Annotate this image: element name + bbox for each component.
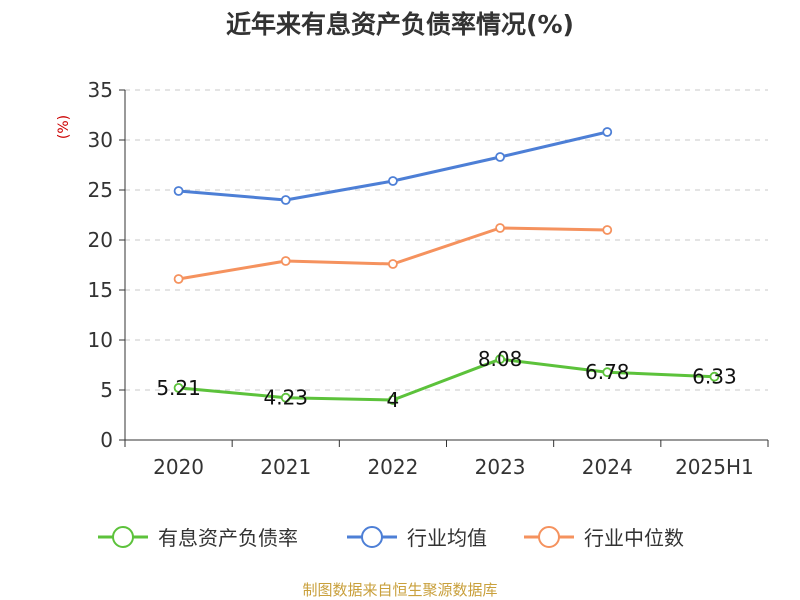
y-axis-unit: (%) [56,115,72,139]
y-tick-label-15: 15 [88,278,113,302]
y-tick-label-0: 0 [100,428,113,452]
data-label-0-1: 4.23 [263,386,308,410]
data-point-1-0 [173,186,184,196]
data-point-1-4 [602,127,613,137]
data-label-0-2: 4 [387,388,400,412]
data-point-1-2 [388,176,398,186]
data-point-2-4 [602,225,613,235]
y-tick-label-10: 10 [88,328,113,352]
data-point-0-4 [602,367,613,378]
x-tick-label-2020: 2020 [153,455,204,479]
series-line-0 [178,357,715,402]
grid-lines [125,89,768,391]
legend: 有息资产负债率 行业均值 行业中位数 [98,526,684,550]
y-tick-label-20: 20 [88,228,113,252]
series-line-2 [178,226,608,281]
x-tick-label-2022: 2022 [367,455,418,479]
data-point-2-1 [280,256,291,266]
y-tick-label-35: 35 [88,78,113,102]
data-label-0-0: 5.21 [156,376,201,400]
data-label-0-5: 6.33 [692,365,737,389]
legend-marker-1 [361,526,383,548]
x-tick-label-2021: 2021 [260,455,311,479]
data-point-0-5 [709,371,720,382]
legend-label-2: 行业中位数 [584,526,684,550]
data-point-0-3 [495,354,505,365]
source-note: 制图数据来自恒生聚源数据库 [302,581,497,599]
x-tick-label-2024: 2024 [582,455,633,479]
data-point-0-2 [388,395,398,405]
data-point-0-0 [173,382,184,393]
data-point-2-0 [173,274,184,284]
data-point-1-1 [280,195,291,205]
legend-label-0: 有息资产负债率 [158,526,298,550]
legend-marker-0 [112,526,134,548]
data-label-0-4: 6.78 [585,360,630,384]
data-point-1-3 [495,152,505,162]
legend-label-1: 行业均值 [407,526,487,550]
series-layer: 5.21 4.23 4 8.08 6.78 6.33 [156,127,737,412]
data-label-0-3: 8.08 [478,347,523,371]
data-point-2-3 [495,223,505,233]
series-line-1 [178,130,608,202]
data-point-2-2 [388,259,398,269]
data-point-0-1 [280,392,291,403]
chart-title: 近年来有息资产负债率情况(%) [226,10,574,39]
x-tick-label-2025H1: 2025H1 [675,455,754,479]
y-tick-label-30: 30 [88,128,113,152]
x-tick-label-2023: 2023 [475,455,526,479]
axes: 0 5 10 15 20 25 30 35 2020 2021 2022 2023 2024 2025H1 [88,78,769,479]
y-tick-label-5: 5 [100,378,113,402]
y-tick-label-25: 25 [88,178,113,202]
legend-marker-2 [538,526,560,548]
